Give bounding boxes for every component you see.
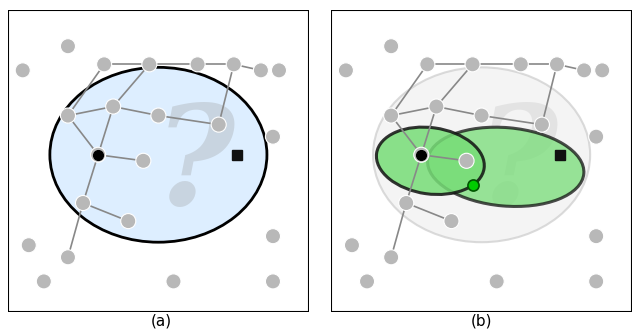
Ellipse shape <box>399 195 414 211</box>
Ellipse shape <box>376 127 484 195</box>
Ellipse shape <box>50 67 267 242</box>
Ellipse shape <box>211 117 226 132</box>
Ellipse shape <box>91 147 106 162</box>
Ellipse shape <box>106 99 121 114</box>
Text: ?: ? <box>154 100 236 234</box>
Text: (a): (a) <box>150 313 172 328</box>
Ellipse shape <box>60 108 76 123</box>
Ellipse shape <box>429 99 444 114</box>
Ellipse shape <box>489 274 504 289</box>
Ellipse shape <box>21 238 36 253</box>
Ellipse shape <box>534 117 549 132</box>
Ellipse shape <box>373 67 590 242</box>
Ellipse shape <box>60 250 76 265</box>
Ellipse shape <box>428 127 584 206</box>
Ellipse shape <box>474 108 489 123</box>
Ellipse shape <box>420 57 435 72</box>
Ellipse shape <box>226 57 241 72</box>
Ellipse shape <box>36 274 51 289</box>
Ellipse shape <box>589 228 604 244</box>
Ellipse shape <box>266 129 280 144</box>
Ellipse shape <box>166 274 181 289</box>
Ellipse shape <box>121 214 136 228</box>
Ellipse shape <box>266 274 280 289</box>
Ellipse shape <box>549 57 564 72</box>
Ellipse shape <box>577 63 591 78</box>
Ellipse shape <box>465 57 480 72</box>
Ellipse shape <box>136 153 151 168</box>
Ellipse shape <box>151 108 166 123</box>
Text: ?: ? <box>477 100 559 234</box>
Ellipse shape <box>589 129 604 144</box>
Ellipse shape <box>253 63 268 78</box>
Ellipse shape <box>76 195 91 211</box>
Ellipse shape <box>383 250 399 265</box>
Text: (b): (b) <box>470 313 492 328</box>
Ellipse shape <box>589 274 604 289</box>
Ellipse shape <box>344 238 360 253</box>
Ellipse shape <box>513 57 529 72</box>
Ellipse shape <box>360 274 374 289</box>
Ellipse shape <box>414 147 429 162</box>
Ellipse shape <box>444 214 459 228</box>
Ellipse shape <box>459 153 474 168</box>
Ellipse shape <box>266 228 280 244</box>
Ellipse shape <box>142 57 157 72</box>
Ellipse shape <box>190 57 205 72</box>
Ellipse shape <box>383 108 399 123</box>
Ellipse shape <box>383 39 399 54</box>
Ellipse shape <box>15 63 30 78</box>
Ellipse shape <box>271 63 287 78</box>
Ellipse shape <box>595 63 610 78</box>
Ellipse shape <box>339 63 353 78</box>
Ellipse shape <box>60 39 76 54</box>
Ellipse shape <box>97 57 111 72</box>
